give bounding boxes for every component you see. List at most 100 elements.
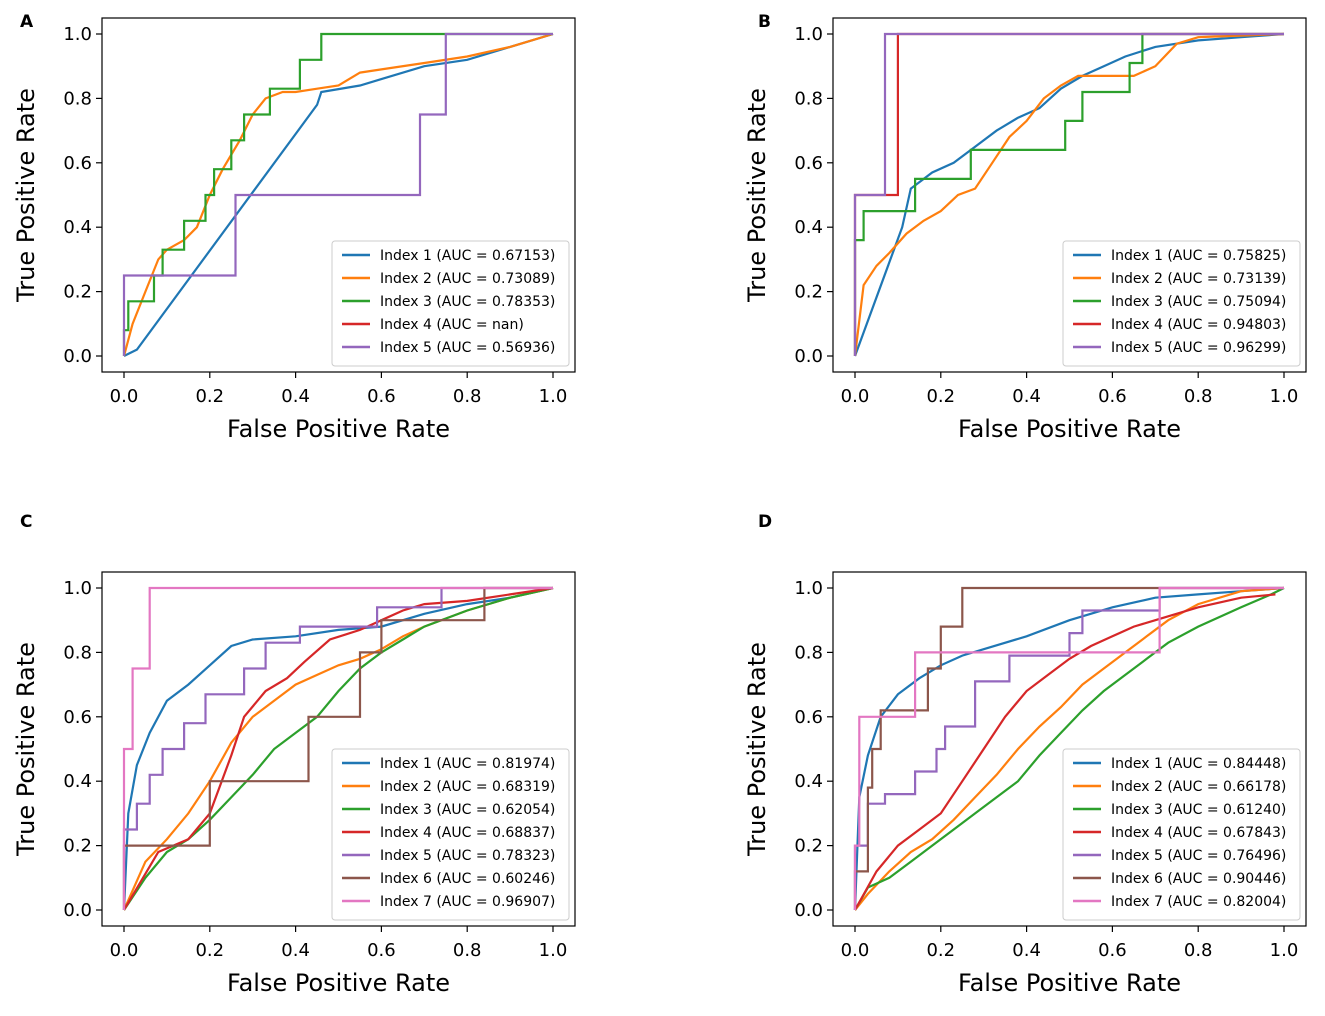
panel-b-x-tick-label: 0.8 xyxy=(1184,386,1213,407)
panel-c-series-index-4-line xyxy=(123,586,554,911)
panel-a-y-tick-label: 1.0 xyxy=(63,24,92,45)
panel-c-y-tick-label: 1.0 xyxy=(63,578,92,599)
panel-b-x-tick-label: 0.4 xyxy=(1012,386,1041,407)
panel-b-legend: Index 1 (AUC = 0.75825) Index 2 (AUC = 0.… xyxy=(1062,240,1301,367)
panel-b-letter: B xyxy=(758,12,771,32)
panel-a-x-tick-label: 0.0 xyxy=(110,386,139,407)
panel-b-legend-label-index-5: Index 5 (AUC = 0.96299) xyxy=(1111,340,1286,356)
panel-b-legend-label-index-3: Index 3 (AUC = 0.75094) xyxy=(1111,294,1286,310)
panel-c-x-tick-label: 0.6 xyxy=(367,940,396,961)
panel-a-legend-box xyxy=(331,240,570,367)
panel-c-y-tick-label: 0.2 xyxy=(63,836,92,857)
panel-c-x-axis-title: False Positive Rate xyxy=(227,969,450,997)
panel-b-y-axis-title: True Positive Rate xyxy=(743,88,771,303)
panel-b-legend-label-index-2: Index 2 (AUC = 0.73139) xyxy=(1111,271,1286,287)
panel-c: C 0.0 0.2 0.4 0.6 0.8 1.0 0.0 0.2 0.4 0.6 0.8 1.0 Fal… xyxy=(12,512,576,997)
panel-d-y-tick-label: 0.0 xyxy=(794,900,823,921)
panel-a-x-tick-label: 0.8 xyxy=(453,386,482,407)
panel-a-x-tick-label: 1.0 xyxy=(539,386,568,407)
panel-c-letter: C xyxy=(20,512,32,532)
panel-d-legend-label-index-3: Index 3 (AUC = 0.61240) xyxy=(1111,802,1286,818)
panel-b-x-tick-label: 0.0 xyxy=(841,386,870,407)
panel-c-series-index-1-line xyxy=(122,586,554,911)
panel-d-series-index-6-line xyxy=(853,586,1284,910)
panel-b-series-index-3-line xyxy=(853,32,1284,356)
panel-c-legend-label-index-2: Index 2 (AUC = 0.68319) xyxy=(380,779,555,795)
panel-d-legend-label-index-2: Index 2 (AUC = 0.66178) xyxy=(1111,779,1286,795)
panel-a-legend-label-index-1: Index 1 (AUC = 0.67153) xyxy=(380,248,555,264)
panel-c-y-tick-label: 0.0 xyxy=(63,900,92,921)
panel-a-y-tick-label: 0.4 xyxy=(63,217,92,238)
panel-d-series-index-2-line xyxy=(854,586,1285,911)
panel-d-x-tick-label: 0.0 xyxy=(841,940,870,961)
panel-c-y-tick-label: 0.4 xyxy=(63,771,92,792)
panel-c-y-tick-label: 0.6 xyxy=(63,707,92,728)
panel-d-series-group xyxy=(853,586,1285,911)
panel-c-y-axis-title: True Positive Rate xyxy=(12,642,40,857)
panel-c-series-index-6-line xyxy=(122,586,553,910)
panel-a-letter: A xyxy=(20,12,34,32)
panel-d-x-tick-label: 0.6 xyxy=(1098,940,1127,961)
panel-b-axes-frame xyxy=(832,17,1307,373)
panel-d: D 0.0 0.2 0.4 0.6 0.8 1.0 0.0 0.2 0.4 0.6 0.8 1.0 Fal… xyxy=(743,512,1307,997)
panel-d-series-index-5-line xyxy=(853,586,1284,910)
panel-d-x-tick-label: 0.2 xyxy=(926,940,955,961)
panel-a-y-tick-label: 0.2 xyxy=(63,282,92,303)
panel-d-y-tick-label: 0.6 xyxy=(794,707,823,728)
panel-a-series-index-5-line xyxy=(122,32,553,356)
panel-c-series-index-5-line xyxy=(122,586,553,910)
panel-c-legend: Index 1 (AUC = 0.81974) Index 2 (AUC = 0.… xyxy=(331,748,570,921)
panel-c-legend-label-index-5: Index 5 (AUC = 0.78323) xyxy=(380,848,555,864)
panel-d-y-axis-title: True Positive Rate xyxy=(743,642,771,857)
panel-d-axes-frame xyxy=(832,571,1307,927)
panel-a-legend-label-index-2: Index 2 (AUC = 0.73089) xyxy=(380,271,555,287)
panel-a-legend-label-index-3: Index 3 (AUC = 0.78353) xyxy=(380,294,555,310)
panel-d-legend-label-index-7: Index 7 (AUC = 0.82004) xyxy=(1111,894,1286,910)
panel-a-x-tick-label: 0.6 xyxy=(367,386,396,407)
panel-d-x-tick-label: 0.4 xyxy=(1012,940,1041,961)
panel-d-series-index-7-line xyxy=(853,586,1284,910)
panel-d-x-tick-label: 0.8 xyxy=(1184,940,1213,961)
panel-c-legend-label-index-7: Index 7 (AUC = 0.96907) xyxy=(380,894,555,910)
panel-a-series-group xyxy=(122,32,554,357)
panel-a-y-tick-label: 0.6 xyxy=(63,153,92,174)
panel-d-y-tick-label: 0.8 xyxy=(794,642,823,663)
panel-d-legend-box xyxy=(1062,748,1301,921)
panel-d-legend-label-index-6: Index 6 (AUC = 0.90446) xyxy=(1111,871,1286,887)
panel-c-y-tick-label: 0.8 xyxy=(63,642,92,663)
panel-d-x-axis-title: False Positive Rate xyxy=(958,969,1181,997)
panel-b-series-index-2-line xyxy=(853,32,1285,357)
panel-d-legend-label-index-5: Index 5 (AUC = 0.76496) xyxy=(1111,848,1286,864)
panel-c-x-tick-label: 0.2 xyxy=(195,940,224,961)
panel-d-legend-label-index-1: Index 1 (AUC = 0.84448) xyxy=(1111,756,1286,772)
panel-d-letter: D xyxy=(758,512,772,532)
panel-c-legend-box xyxy=(331,748,570,921)
panel-b-y-tick-label: 0.4 xyxy=(794,217,823,238)
panel-b-legend-box xyxy=(1062,240,1301,367)
panel-a-x-tick-label: 0.4 xyxy=(281,386,310,407)
panel-b-y-tick-label: 0.6 xyxy=(794,153,823,174)
panel-c-x-tick-label: 0.8 xyxy=(453,940,482,961)
panel-b-legend-label-index-1: Index 1 (AUC = 0.75825) xyxy=(1111,248,1286,264)
panel-a-y-axis-title: True Positive Rate xyxy=(12,88,40,303)
panel-a-axes-frame xyxy=(101,17,576,373)
panel-c-x-tick-label: 1.0 xyxy=(539,940,568,961)
panel-d-y-tick-label: 0.4 xyxy=(794,771,823,792)
panel-a-legend: Index 1 (AUC = 0.67153) Index 2 (AUC = 0.… xyxy=(331,240,570,367)
panel-a-x-tick-label: 0.2 xyxy=(195,386,224,407)
panel-c-x-tick-label: 0.4 xyxy=(281,940,310,961)
panel-c-axes-frame xyxy=(101,571,576,927)
panel-d-x-tick-label: 1.0 xyxy=(1270,940,1299,961)
panel-b-x-tick-label: 1.0 xyxy=(1270,386,1299,407)
panel-a-y-tick-label: 0.8 xyxy=(63,88,92,109)
panel-b-x-tick-label: 0.2 xyxy=(926,386,955,407)
panel-b-x-tick-label: 0.6 xyxy=(1098,386,1127,407)
panel-c-series-index-7-line xyxy=(122,586,553,910)
panel-a-x-axis-title: False Positive Rate xyxy=(227,415,450,443)
panel-d-y-tick-label: 1.0 xyxy=(794,578,823,599)
panel-c-legend-label-index-6: Index 6 (AUC = 0.60246) xyxy=(380,871,555,887)
panel-a-legend-label-index-4: Index 4 (AUC = nan) xyxy=(380,317,524,333)
panel-c-legend-label-index-3: Index 3 (AUC = 0.62054) xyxy=(380,802,555,818)
panel-b-series-index-5-line xyxy=(853,32,1284,356)
panel-c-x-tick-label: 0.0 xyxy=(110,940,139,961)
